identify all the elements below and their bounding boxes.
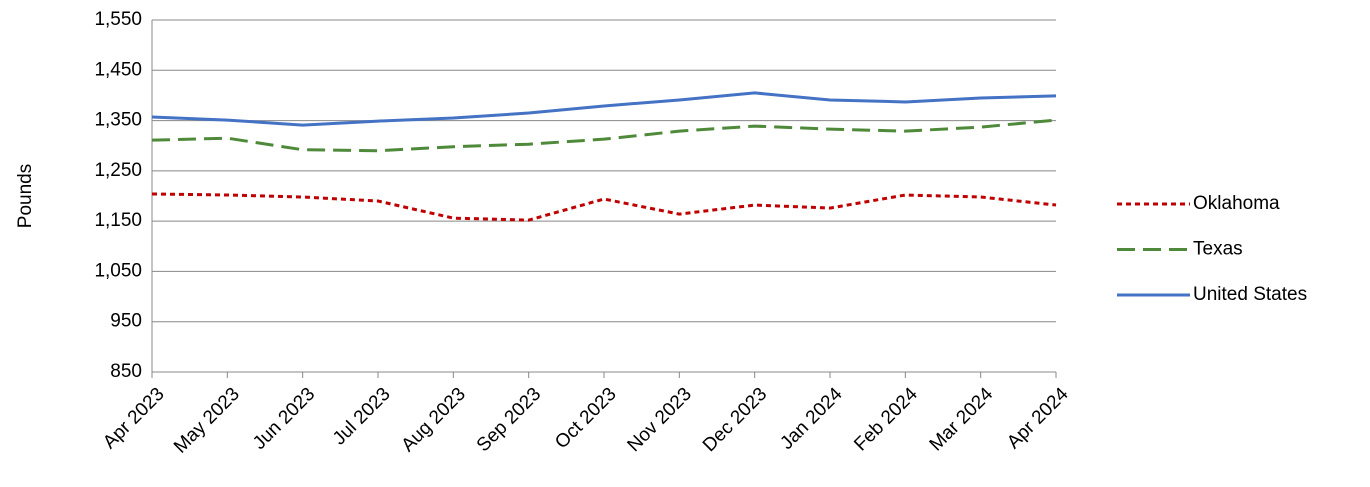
y-tick-label: 1,050 <box>94 260 142 281</box>
x-tick-label: Jan 2024 <box>776 383 846 453</box>
x-tick-label: Mar 2024 <box>926 383 998 455</box>
x-tick-label: Jul 2023 <box>329 384 395 450</box>
y-axis-label: Pounds <box>15 164 36 228</box>
y-tick-label: 1,350 <box>94 110 142 131</box>
series-line <box>151 118 1057 153</box>
x-tick-label: Apr 2023 <box>99 384 168 453</box>
x-tick-label: Oct 2023 <box>551 384 620 453</box>
y-tick-label: 1,250 <box>94 160 142 181</box>
legend-label: United States <box>1193 284 1307 305</box>
x-tick-label: Aug 2023 <box>398 384 470 456</box>
x-tick-label: Sep 2023 <box>473 384 545 456</box>
x-tick-label: May 2023 <box>170 384 244 458</box>
series-line <box>151 91 1057 127</box>
legend-label: Oklahoma <box>1193 193 1280 214</box>
x-tick-label: Feb 2024 <box>850 383 922 455</box>
y-tick-label: 1,150 <box>94 210 142 231</box>
y-tick-label: 1,550 <box>94 9 142 30</box>
y-tick-label: 950 <box>110 311 142 332</box>
legend-label: Texas <box>1193 239 1243 260</box>
x-tick-label: Apr 2024 <box>1003 383 1073 453</box>
y-tick-label: 850 <box>110 361 142 382</box>
series-line <box>151 192 1057 222</box>
x-tick-label: Dec 2023 <box>699 384 771 456</box>
x-tick-label: Jun 2023 <box>249 384 319 454</box>
y-tick-label: 1,450 <box>94 59 142 80</box>
x-tick-label: Nov 2023 <box>624 384 696 456</box>
